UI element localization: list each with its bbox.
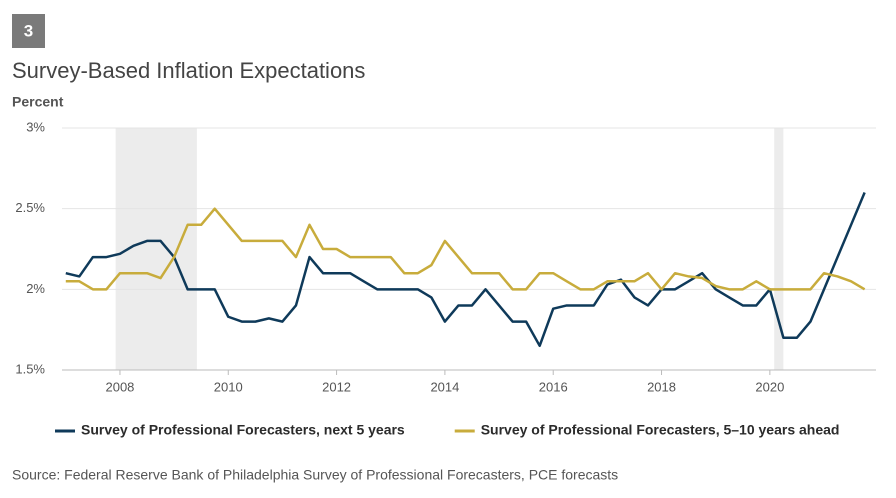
legend-label: Survey of Professional Forecasters, 5–10… [481,422,840,438]
x-tick-label: 2016 [539,379,568,394]
badge-box [12,14,45,48]
y-axis-label: Percent [12,94,64,110]
x-tick-label: 2012 [322,379,351,394]
x-tick-label: 2010 [214,379,243,394]
x-tick-label: 2014 [430,379,459,394]
y-tick-label: 3% [26,119,45,134]
x-tick-label: 2018 [647,379,676,394]
x-tick-label: 2008 [105,379,134,394]
legend-label: Survey of Professional Forecasters, next… [81,422,405,438]
y-tick-label: 1.5% [15,361,45,376]
y-tick-label: 2% [26,281,45,296]
series-line [65,207,866,291]
source: Source: Federal Reserve Bank of Philadel… [12,467,618,483]
series-line [65,192,866,348]
y-tick-label: 2.5% [15,200,45,215]
x-tick-label: 2020 [755,379,784,394]
recession-band [774,128,784,370]
badge: 3 [24,21,33,40]
chart-title: Survey-Based Inflation Expectations [12,58,365,83]
